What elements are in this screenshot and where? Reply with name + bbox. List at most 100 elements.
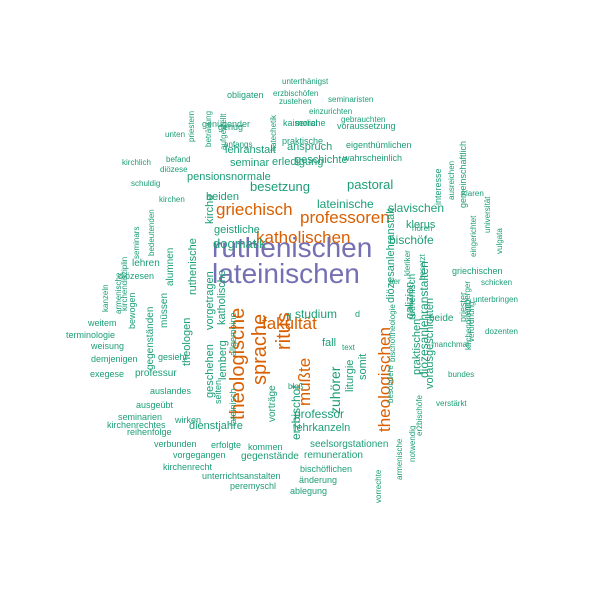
cloud-word: fakultät	[262, 314, 317, 333]
cloud-word: interesse	[433, 168, 443, 205]
cloud-word: ausgeübt	[136, 400, 174, 410]
cloud-word: lateinischen	[212, 258, 360, 289]
cloud-word: anfangs	[224, 140, 253, 149]
cloud-word: seelsorgstationen	[310, 439, 389, 450]
cloud-word: unterrichtsanstalten	[202, 471, 281, 481]
cloud-word: professoren	[300, 208, 390, 227]
cloud-word: lehrkanzeln	[294, 422, 351, 434]
cloud-word: eigenthümlichen	[346, 140, 412, 150]
cloud-word: reihenfolge	[127, 427, 172, 437]
cloud-word: ablegung	[290, 486, 328, 496]
cloud-word: gegenstände	[241, 451, 299, 462]
cloud-word: slavischen	[388, 201, 445, 215]
cloud-word: liturgie	[344, 359, 356, 392]
cloud-word: dogmatik	[213, 236, 266, 251]
cloud-word: priestern	[187, 110, 196, 142]
cloud-word: lateinische	[317, 197, 374, 211]
cloud-word: griechisch	[216, 200, 293, 219]
cloud-word: weisung	[91, 341, 125, 351]
cloud-word: studium	[295, 307, 338, 321]
cloud-word: ausreichen	[447, 160, 456, 200]
cloud-word: terminologie	[66, 330, 116, 340]
cloud-word: genügender	[202, 119, 251, 129]
cloud-word: moral	[295, 118, 318, 128]
cloud-word: diözese	[160, 165, 188, 174]
cloud-word: demjenigen	[91, 354, 138, 364]
cloud-word: erzbischöfe	[415, 395, 424, 436]
cloud-word: einzurichten	[309, 107, 353, 116]
cloud-word: diözesen	[118, 271, 155, 281]
cloud-word: lehranstalt	[225, 144, 276, 156]
cloud-word: erledigung	[272, 156, 324, 168]
cloud-word: beiden	[206, 191, 240, 203]
cloud-word: remuneration	[304, 450, 363, 461]
cloud-word: schuldig	[131, 179, 161, 188]
cloud-word: bischöfe	[389, 233, 434, 247]
cloud-word: fl	[286, 312, 292, 324]
cloud-word: professor	[294, 407, 345, 421]
cloud-word: bundes	[448, 370, 475, 379]
cloud-word: besetzung	[250, 179, 310, 194]
cloud-word: geschichte	[295, 154, 348, 166]
cloud-word: allgemeine	[228, 312, 238, 356]
cloud-word: besondere	[386, 365, 395, 403]
cloud-word: müssen	[159, 292, 170, 328]
cloud-word: geistliche	[214, 224, 260, 236]
cloud-word: griechischen	[452, 266, 503, 276]
cloud-word: kirche	[204, 194, 216, 224]
cloud-word: anspruch	[287, 141, 333, 153]
cloud-word: genug	[218, 122, 244, 132]
cloud-word: kirchenrecht	[163, 462, 213, 472]
cloud-word: kanzeln	[101, 284, 110, 312]
cloud-word: ruthenische	[187, 238, 199, 295]
cloud-word: katholischen	[256, 228, 351, 247]
cloud-word: kommen	[248, 442, 283, 452]
cloud-word: seminars	[132, 226, 141, 259]
cloud-word: klaren	[462, 189, 484, 198]
cloud-word: gegenständen	[145, 306, 156, 370]
cloud-word: professur	[135, 368, 177, 379]
cloud-word: dienstjahre	[189, 420, 243, 432]
cloud-word: vorgetragen	[204, 271, 216, 330]
cloud-word: weitem	[88, 318, 117, 328]
cloud-word: pensionsnormale	[187, 171, 271, 183]
cloud-word: d	[355, 309, 361, 319]
cloud-word: pastoral	[347, 177, 394, 192]
cloud-word: text	[342, 343, 355, 352]
cloud-word: obligaten	[227, 90, 264, 100]
cloud-word: seminar	[230, 157, 270, 169]
cloud-word: vorrechte	[374, 469, 383, 503]
cloud-word: somit	[357, 353, 369, 380]
cloud-word: unten	[165, 130, 186, 139]
cloud-word: vulgata	[495, 228, 504, 254]
cloud-word: bewogen	[127, 292, 137, 329]
cloud-word: änderung	[299, 475, 338, 485]
cloud-word: kaiserliche	[283, 118, 326, 128]
cloud-word: katechetik	[269, 114, 278, 151]
cloud-word: vorträge	[267, 385, 278, 422]
cloud-word: besetzt	[418, 254, 427, 280]
cloud-word: ruthenischen	[212, 232, 373, 263]
cloud-word: katholische	[216, 269, 228, 325]
cloud-word: bedeutenden	[147, 209, 156, 256]
cloud-word: wirken	[175, 415, 202, 425]
cloud-word: seiten	[213, 379, 223, 404]
cloud-word: zustehen	[279, 97, 312, 106]
cloud-word: seminaristen	[328, 95, 374, 104]
cloud-word: exegese	[90, 369, 125, 379]
cloud-word: verstärkt	[436, 399, 467, 408]
cloud-word: armenische	[114, 272, 123, 314]
cloud-word: beide	[429, 313, 454, 324]
cloud-word: gebrauchten	[341, 115, 386, 124]
cloud-word: peremyschl	[230, 481, 277, 491]
cloud-word: klerus	[406, 219, 436, 231]
cloud-word: befand	[166, 155, 191, 164]
cloud-word: lehren	[132, 258, 160, 269]
cloud-word: kleriker	[403, 250, 412, 276]
cloud-word: armenische	[395, 438, 404, 480]
cloud-word: diözesanlehranstalt	[385, 208, 397, 303]
cloud-word: bloß	[288, 382, 304, 391]
cloud-word: praktische	[282, 136, 324, 146]
cloud-word: wahrscheinlich	[343, 153, 403, 163]
